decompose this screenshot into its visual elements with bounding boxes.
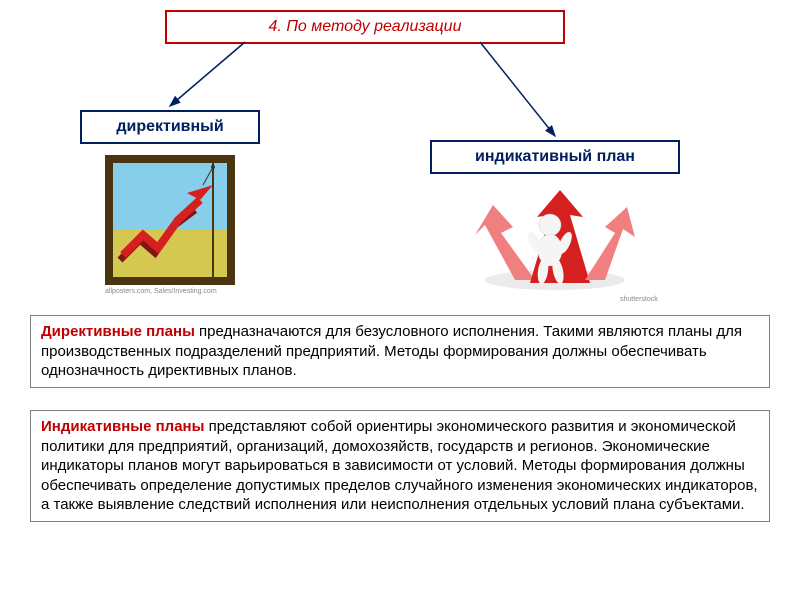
left-image-caption: allposters.com, Sales/Investing.com <box>105 288 217 295</box>
desc1-highlight: Директивные планы <box>41 323 195 340</box>
description-indicative: Индикативные планы представляют собой ор… <box>30 410 770 522</box>
left-label-text: директивный <box>116 118 223 135</box>
desc2-highlight: Индикативные планы <box>41 418 204 435</box>
left-label-box: директивный <box>80 110 260 144</box>
right-illustration <box>455 185 655 295</box>
arrow-left <box>170 42 245 106</box>
description-directive: Директивные планы предназначаются для бе… <box>30 315 770 388</box>
right-image-caption: shutterstock <box>620 296 658 303</box>
right-label-box: индикативный план <box>430 140 680 174</box>
arrow-right <box>480 42 555 136</box>
left-illustration <box>105 155 235 285</box>
right-label-text: индикативный план <box>475 148 635 165</box>
